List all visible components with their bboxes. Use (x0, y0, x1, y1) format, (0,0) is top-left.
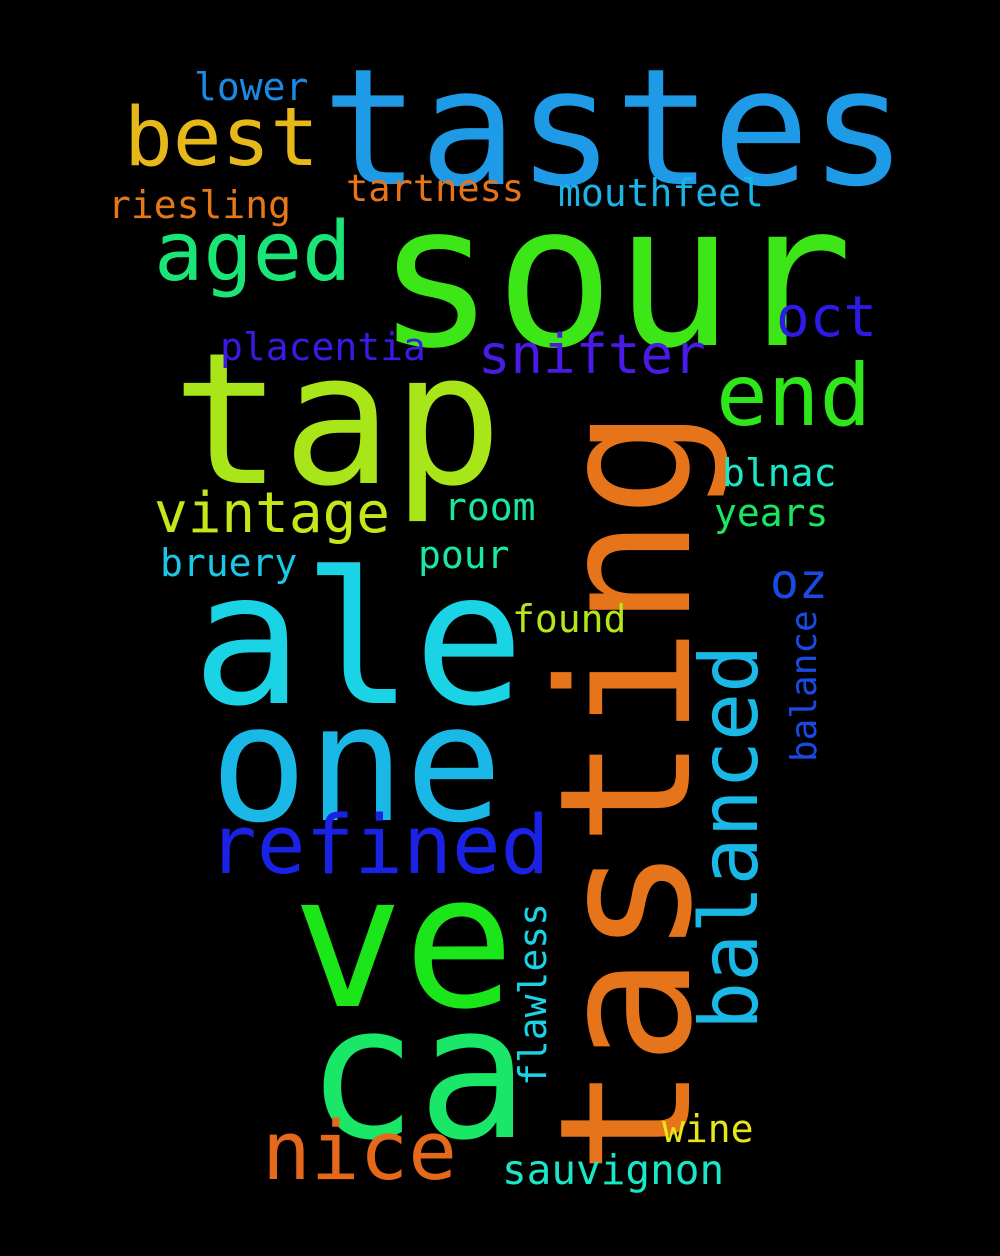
word-years: years (714, 491, 829, 535)
word-sauvignon: sauvignon (502, 1146, 725, 1194)
word-lower: lower (194, 65, 309, 109)
word-tastes: tastes (322, 35, 908, 223)
word-ca: ca (306, 965, 529, 1181)
word-aged: aged (154, 205, 352, 300)
word-ve: ve (292, 834, 515, 1050)
word-tartness: tartness (346, 167, 525, 210)
word-bruery: bruery (160, 541, 298, 585)
word-sour: sour (376, 161, 853, 392)
word-flawless: flawless (511, 902, 555, 1086)
word-mouthfeel: mouthfeel (558, 171, 764, 215)
word-nice: nice (262, 1105, 458, 1199)
word-oct: oct (776, 285, 878, 350)
word-oz: oz (770, 554, 828, 610)
word-refined: refined (208, 799, 550, 893)
word-room: room (444, 485, 536, 529)
word-pour: pour (418, 533, 510, 577)
word-balanced: balanced (683, 644, 776, 1030)
word-balance: balance (784, 610, 825, 762)
word-riesling: riesling (108, 183, 292, 227)
word-best: best (124, 91, 320, 185)
word-vintage: vintage (154, 481, 391, 546)
word-found: found (512, 597, 627, 641)
word-blnac: blnac (722, 451, 837, 495)
word-snifter: snifter (478, 323, 706, 386)
word-one: one (210, 671, 503, 859)
word-end: end (716, 346, 872, 446)
word-placentia: placentia (220, 325, 426, 369)
word-ale: ale (192, 533, 525, 747)
word-wine: wine (662, 1107, 754, 1151)
word-tap: tap (172, 314, 503, 527)
